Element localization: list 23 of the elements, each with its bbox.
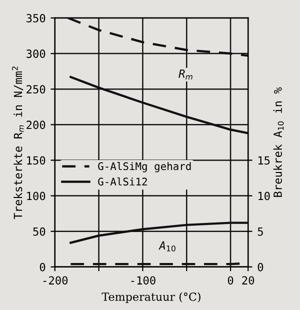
annotation: R$_{m}$ <box>178 70 192 80</box>
y-tick-label: 150 <box>27 156 46 165</box>
y-tick-label: 250 <box>26 85 46 94</box>
x-axis-title: Temperatuur (°C) <box>102 292 200 304</box>
y-tick-label: 100 <box>27 192 46 200</box>
y-tick-label: 0 <box>40 262 46 272</box>
x-tick-label: -200 <box>43 276 68 285</box>
annotation: A$_{10}$ <box>158 241 176 252</box>
legend-label: G-AlSiMg gehard <box>98 162 191 172</box>
y-tick-label: 200 <box>26 120 46 130</box>
y-tick-label: 350 <box>26 14 46 22</box>
x-tick-label: 20 <box>242 276 254 285</box>
legend-label: G-AlSi12 <box>98 177 147 186</box>
x-tick-label: 0 <box>228 276 234 285</box>
y2-axis-title: Breukrek A$_{10}$ in % <box>273 87 284 197</box>
x-tick-label: -100 <box>131 276 156 285</box>
y2-tick-label: 15 <box>258 156 270 165</box>
y-axis-title: Treksterkte R$_{m}$ in N/mm$^{2}$ <box>12 66 24 220</box>
y-tick-label: 50 <box>33 227 46 236</box>
y-tick-label: 300 <box>26 50 46 58</box>
y2-tick-label: 5 <box>258 228 263 236</box>
y2-tick-label: 0 <box>258 262 264 272</box>
y2-tick-label: 10 <box>258 192 270 200</box>
